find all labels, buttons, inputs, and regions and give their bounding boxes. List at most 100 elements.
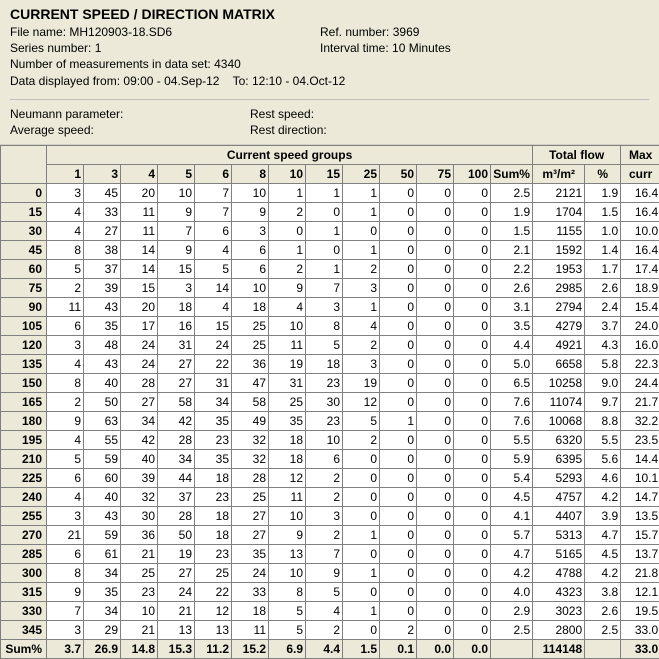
row-header: 90: [1, 298, 47, 317]
cell: 25: [232, 336, 269, 355]
cell: 12: [195, 602, 232, 621]
cell: 40: [84, 374, 121, 393]
cell: 5: [306, 336, 343, 355]
pct-cell: 3.7: [585, 317, 621, 336]
cell: 39: [84, 279, 121, 298]
sum-cell: 4.4: [306, 640, 343, 659]
cell: 60: [84, 469, 121, 488]
table-row: 605371415562120002.219531.717.4: [1, 260, 659, 279]
cell: 24: [121, 355, 158, 374]
row-header: 15: [1, 203, 47, 222]
interval-value: 10 Minutes: [392, 41, 451, 55]
cell: 5: [47, 260, 84, 279]
cell: 0: [343, 469, 380, 488]
m3-cell: 1704: [533, 203, 585, 222]
cell: 0: [454, 545, 491, 564]
row-header: 330: [1, 602, 47, 621]
speed-col-3: 3: [84, 165, 121, 184]
cell: 43: [84, 355, 121, 374]
cell: 2: [306, 621, 343, 640]
cell: 48: [84, 336, 121, 355]
cell: 1: [343, 241, 380, 260]
max-cell: 10.1: [621, 469, 659, 488]
cell: 1: [343, 298, 380, 317]
cell: 2: [343, 431, 380, 450]
avg-speed-label: Average speed:: [10, 122, 250, 138]
cell: 30: [121, 507, 158, 526]
cell: 0: [417, 260, 454, 279]
table-row: 30427117630100001.511551.010.0: [1, 222, 659, 241]
cell: 2: [306, 488, 343, 507]
cell: 0: [454, 298, 491, 317]
max-cell: 14.7: [621, 488, 659, 507]
cell: 18: [158, 298, 195, 317]
cell: 0: [343, 450, 380, 469]
cell: 0: [380, 203, 417, 222]
cell: 21: [121, 545, 158, 564]
cell: 25: [232, 317, 269, 336]
cell: 23: [195, 488, 232, 507]
ref-value: 3969: [393, 25, 420, 39]
cell: 2: [47, 279, 84, 298]
m3-cell: 6658: [533, 355, 585, 374]
row-header: 180: [1, 412, 47, 431]
corner-cell: [1, 146, 47, 184]
sum-cell: 14.8: [121, 640, 158, 659]
cell: 61: [84, 545, 121, 564]
cell: 0: [454, 621, 491, 640]
row-header: 165: [1, 393, 47, 412]
sum-cell: 2.2: [491, 260, 533, 279]
flow-col-%: %: [585, 165, 621, 184]
table-row: 90114320184184310003.127942.415.4: [1, 298, 659, 317]
max-cell: 18.9: [621, 279, 659, 298]
table-row: 2553433028182710300004.144073.913.5: [1, 507, 659, 526]
rest-speed-label: Rest speed:: [250, 106, 649, 122]
row-header: 120: [1, 336, 47, 355]
cell: 10: [269, 507, 306, 526]
cell: 35: [84, 583, 121, 602]
m3-cell: 4757: [533, 488, 585, 507]
cell: 0: [454, 222, 491, 241]
cell: 33: [232, 583, 269, 602]
cell: 0: [417, 507, 454, 526]
cell: 9: [158, 203, 195, 222]
cell: 0: [417, 241, 454, 260]
pct-cell: 2.6: [585, 279, 621, 298]
cell: 6: [195, 222, 232, 241]
pct-cell: 2.6: [585, 602, 621, 621]
cell: 22: [195, 355, 232, 374]
series-label: Series number:: [10, 41, 91, 55]
cell: 50: [158, 526, 195, 545]
speed-col-100: 100: [454, 165, 491, 184]
sum-cell: 4.0: [491, 583, 533, 602]
pct-cell: 1.7: [585, 260, 621, 279]
cell: 25: [269, 393, 306, 412]
cell: 24: [121, 336, 158, 355]
m3-cell: 2794: [533, 298, 585, 317]
m3-cell: 1953: [533, 260, 585, 279]
cell: 0: [343, 545, 380, 564]
pct-cell: 4.6: [585, 469, 621, 488]
cell: 32: [121, 488, 158, 507]
cell: 18: [269, 431, 306, 450]
cell: 29: [84, 621, 121, 640]
cell: 24: [195, 336, 232, 355]
cell: 0: [380, 393, 417, 412]
cell: 21: [47, 526, 84, 545]
table-row: 7523915314109730002.629852.618.9: [1, 279, 659, 298]
cell: 31: [195, 374, 232, 393]
cell: 19: [343, 374, 380, 393]
sum-cell: 2.9: [491, 602, 533, 621]
cell: 18: [195, 469, 232, 488]
sum-cell: 1.5: [491, 222, 533, 241]
cell: 7: [306, 545, 343, 564]
cell: 19: [269, 355, 306, 374]
file-label: File name:: [10, 25, 66, 39]
cell: 32: [232, 431, 269, 450]
cell: 11: [121, 222, 158, 241]
cell: 23: [306, 374, 343, 393]
cell: 18: [232, 298, 269, 317]
cell: 9: [47, 583, 84, 602]
max-cell: 32.2: [621, 412, 659, 431]
sum-cell: 5.4: [491, 469, 533, 488]
